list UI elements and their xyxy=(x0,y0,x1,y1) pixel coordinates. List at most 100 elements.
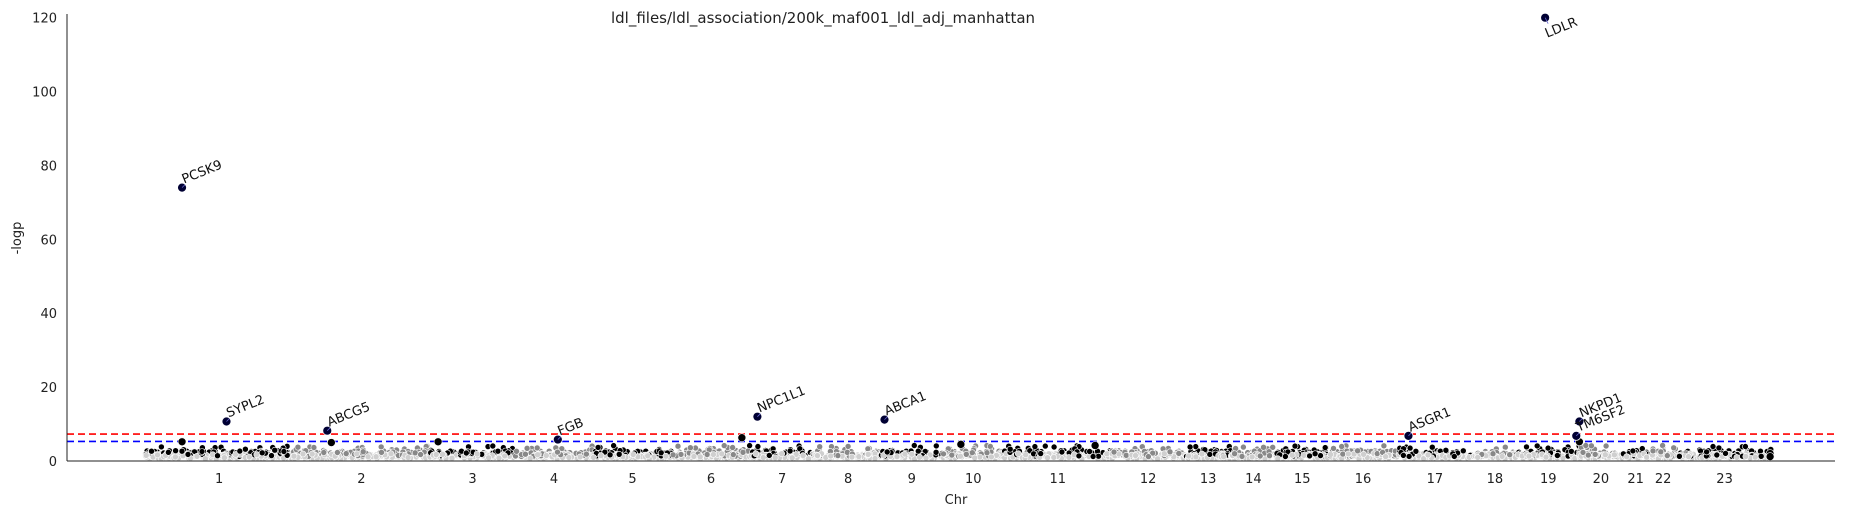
background-point xyxy=(165,448,172,456)
x-tick-label: 15 xyxy=(1294,472,1311,487)
background-point xyxy=(720,442,728,449)
background-point xyxy=(1713,451,1721,459)
background-point xyxy=(1161,450,1168,458)
background-point xyxy=(771,454,779,462)
x-tick-label: 7 xyxy=(778,472,786,487)
background-point xyxy=(554,448,561,456)
background-point xyxy=(294,443,302,451)
background-point xyxy=(1542,453,1550,461)
x-tick-label: 8 xyxy=(844,472,852,487)
background-point xyxy=(310,444,318,451)
background-point xyxy=(417,451,424,458)
background-point xyxy=(202,455,209,463)
background-point xyxy=(1145,453,1152,460)
background-point xyxy=(1327,451,1334,458)
background-point xyxy=(1602,442,1610,450)
background-point xyxy=(988,453,995,461)
background-point xyxy=(1568,448,1575,455)
secondary-point xyxy=(433,437,443,447)
background-point xyxy=(246,453,253,461)
hit-label-npc1l1: NPC1L1 xyxy=(755,384,807,417)
background-point xyxy=(1623,453,1630,461)
background-point xyxy=(754,443,762,450)
background-point xyxy=(404,454,412,461)
y-tick-label: 0 xyxy=(49,455,57,470)
background-point xyxy=(1554,452,1561,459)
background-point xyxy=(786,447,794,455)
background-point xyxy=(1412,447,1420,455)
background-point xyxy=(696,453,704,461)
background-point xyxy=(501,452,509,460)
background-point xyxy=(986,443,994,450)
background-point xyxy=(834,452,842,459)
x-tick-label: 9 xyxy=(908,472,916,487)
background-point xyxy=(1703,448,1710,456)
background-point xyxy=(629,451,637,458)
background-point xyxy=(1685,453,1692,460)
background-point xyxy=(377,443,385,451)
background-point xyxy=(198,448,206,455)
axes xyxy=(66,14,1835,462)
background-point xyxy=(1657,448,1665,456)
background-point xyxy=(1086,448,1093,455)
background-point xyxy=(1670,444,1677,452)
background-point xyxy=(916,453,923,461)
background-point xyxy=(983,449,991,457)
background-point xyxy=(1533,442,1541,450)
background-point xyxy=(1424,451,1432,459)
background-point xyxy=(411,449,419,457)
background-point xyxy=(893,453,901,460)
y-tick-label: 60 xyxy=(40,233,57,248)
background-point xyxy=(448,454,456,462)
background-point xyxy=(473,450,481,458)
background-point xyxy=(299,450,307,458)
background-point xyxy=(1405,453,1413,460)
background-point xyxy=(1154,455,1161,463)
background-point xyxy=(1256,452,1264,460)
background-point xyxy=(610,442,617,449)
x-tick-label: 12 xyxy=(1140,472,1157,487)
y-tick-label: 40 xyxy=(40,307,57,322)
background-point xyxy=(1611,451,1618,459)
background-point xyxy=(236,447,244,455)
background-point xyxy=(495,454,503,462)
x-tick-label: 13 xyxy=(1200,472,1217,487)
background-point xyxy=(1373,450,1381,457)
background-point xyxy=(1321,444,1329,451)
background-point xyxy=(590,454,597,461)
background-point xyxy=(864,450,872,458)
x-tick-label: 17 xyxy=(1427,472,1444,487)
background-point xyxy=(1291,442,1299,450)
background-point xyxy=(1338,443,1345,450)
background-point xyxy=(1498,453,1506,460)
background-point xyxy=(948,451,956,459)
background-point xyxy=(142,451,150,459)
background-point xyxy=(1238,453,1246,460)
background-point xyxy=(1742,453,1750,460)
x-tick-label: 21 xyxy=(1627,472,1644,487)
x-tick-label: 16 xyxy=(1355,472,1372,487)
background-point xyxy=(353,450,361,458)
background-point xyxy=(1330,445,1337,452)
background-point xyxy=(1042,442,1049,450)
background-point xyxy=(1451,453,1458,460)
secondary-point xyxy=(956,440,966,449)
background-point xyxy=(172,453,179,461)
background-point xyxy=(485,454,492,462)
background-point xyxy=(280,448,288,455)
background-point xyxy=(342,450,350,457)
background-point xyxy=(1300,451,1308,459)
y-tick-label: 100 xyxy=(32,86,57,101)
background-point xyxy=(1089,453,1097,460)
hit-label-asgr1: ASGR1 xyxy=(1406,405,1453,436)
background-point xyxy=(922,454,930,462)
hit-label-abcg5: ABCG5 xyxy=(325,400,372,431)
background-point xyxy=(1345,450,1352,458)
background-point xyxy=(1474,454,1481,461)
background-point xyxy=(1044,454,1051,462)
background-point xyxy=(718,450,726,458)
background-point xyxy=(1192,453,1200,461)
background-point xyxy=(814,452,821,459)
